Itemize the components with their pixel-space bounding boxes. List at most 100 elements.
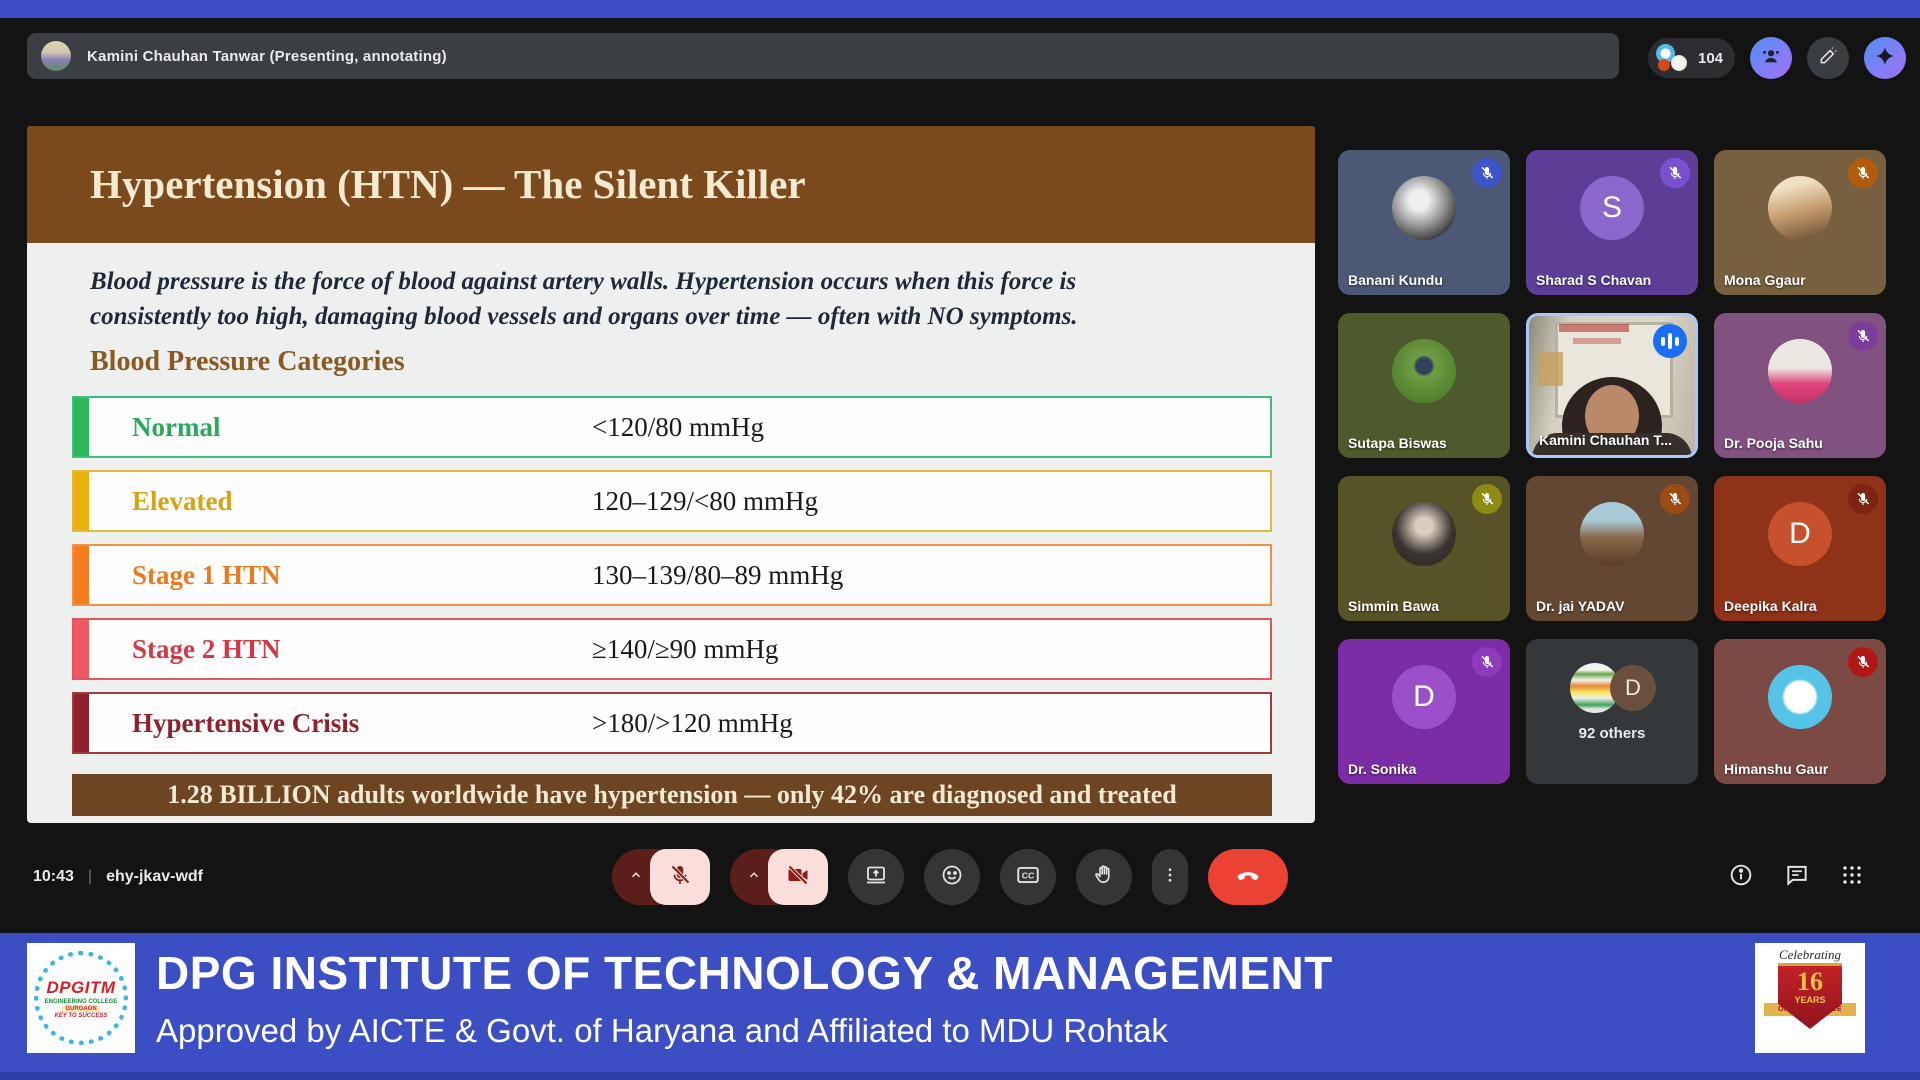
- participant-name: Banani Kundu: [1348, 272, 1443, 288]
- row-accent-bar: [74, 620, 89, 678]
- reactions-people-button[interactable]: [1750, 37, 1793, 79]
- participant-name: Simmin Bawa: [1348, 598, 1440, 614]
- category-label: Stage 1 HTN: [132, 560, 281, 590]
- mic-off-badge: [1660, 484, 1690, 514]
- row-accent-bar: [74, 694, 89, 752]
- captions-icon: CC: [1015, 862, 1041, 893]
- slide-footer-stat: 1.28 BILLION adults worldwide have hyper…: [72, 774, 1272, 816]
- gemini-star-icon: [1874, 45, 1896, 72]
- call-controls: CC: [612, 849, 1288, 905]
- institute-banner: DPGITM ENGINEERING COLLEGE GURGAON KEY T…: [0, 933, 1920, 1080]
- participant-count-pill[interactable]: 104: [1648, 38, 1736, 78]
- others-count-label: 92 others: [1578, 725, 1646, 742]
- slide-title-bar: Hypertension (HTN) — The Silent Killer: [27, 126, 1315, 243]
- participant-tile-dr-pooja-sahu[interactable]: Dr. Pooja Sahu: [1714, 313, 1886, 458]
- mic-off-badge: [1848, 484, 1878, 514]
- apps-grid-button[interactable]: [1840, 863, 1864, 892]
- mic-off-badge: [1660, 158, 1690, 188]
- meeting-details-button[interactable]: [1728, 862, 1754, 893]
- svg-text:CC: CC: [1022, 870, 1035, 880]
- category-value: ≥140/≥90 mmHg: [592, 634, 779, 664]
- top-right-controls: 104: [1648, 37, 1907, 79]
- mic-off-icon: [668, 863, 692, 892]
- participant-tile-deepika-kalra[interactable]: D Deepika Kalra: [1714, 476, 1886, 621]
- camera-off-icon: [786, 863, 810, 892]
- institute-logo: DPGITM ENGINEERING COLLEGE GURGAON KEY T…: [27, 943, 135, 1053]
- bp-category-row: Stage 2 HTN ≥140/≥90 mmHg: [72, 618, 1272, 680]
- clock-time: 10:43: [33, 868, 74, 885]
- participant-tile-banani-kundu[interactable]: Banani Kundu: [1338, 150, 1510, 295]
- mic-off-badge: [1848, 321, 1878, 351]
- category-value: <120/80 mmHg: [592, 412, 764, 442]
- bp-category-row: Stage 1 HTN 130–139/80–89 mmHg: [72, 544, 1272, 606]
- group-avatar-initial: D: [1610, 665, 1656, 711]
- mic-control-group: [612, 849, 710, 905]
- more-options-icon: [1161, 866, 1179, 889]
- mic-off-badge: [1472, 647, 1502, 677]
- annotate-button[interactable]: [1807, 37, 1850, 79]
- avatar: [1392, 176, 1456, 240]
- category-value: 120–129/<80 mmHg: [592, 486, 818, 516]
- participant-name: Sharad S Chavan: [1536, 272, 1652, 288]
- mic-mute-button[interactable]: [650, 849, 710, 905]
- group-avatars: D: [1570, 663, 1656, 713]
- presenter-banner: Kamini Chauhan Tanwar (Presenting, annot…: [27, 33, 1619, 79]
- gemini-button[interactable]: [1864, 37, 1907, 79]
- category-label: Normal: [132, 412, 221, 442]
- participant-tile-sharad-s-chavan[interactable]: S Sharad S Chavan: [1526, 150, 1698, 295]
- avatar-initial: D: [1392, 665, 1456, 729]
- meeting-panels: [1728, 849, 1864, 905]
- whiteboard-poster: [1537, 352, 1563, 386]
- audio-active-badge: [1653, 324, 1687, 358]
- participant-tile-sutapa-biswas[interactable]: Sutapa Biswas: [1338, 313, 1510, 458]
- avatar-logo: [1768, 665, 1832, 729]
- avatar: [1392, 502, 1456, 566]
- category-value: >180/>120 mmHg: [592, 708, 793, 738]
- meeting-code: ehy-jkav-wdf: [106, 868, 203, 885]
- category-label: Elevated: [132, 486, 233, 516]
- dpgitm-logo-circle: DPGITM ENGINEERING COLLEGE GURGAON KEY T…: [34, 951, 128, 1045]
- participant-name: Dr. Pooja Sahu: [1724, 435, 1823, 451]
- participant-tile-simmin-bawa[interactable]: Simmin Bawa: [1338, 476, 1510, 621]
- end-call-button[interactable]: [1208, 849, 1288, 905]
- participant-name: Dr. Sonika: [1348, 761, 1417, 777]
- end-call-icon: [1235, 862, 1261, 893]
- institute-name: DPG INSTITUTE OF TECHNOLOGY & MANAGEMENT: [156, 947, 1333, 999]
- present-screen-button[interactable]: [848, 849, 904, 905]
- participant-name: Himanshu Gaur: [1724, 761, 1829, 777]
- slide-title: Hypertension (HTN) — The Silent Killer: [90, 161, 806, 207]
- captions-button[interactable]: CC: [1000, 849, 1056, 905]
- speaker-video-shoulders: [1532, 433, 1692, 455]
- participant-avatars-stack: [1656, 44, 1690, 72]
- camera-off-button[interactable]: [768, 849, 828, 905]
- bp-category-row: Hypertensive Crisis >180/>120 mmHg: [72, 692, 1272, 754]
- participant-count: 104: [1698, 49, 1724, 67]
- avatar: [1768, 339, 1832, 403]
- participant-tile-himanshu-gaur[interactable]: Himanshu Gaur: [1714, 639, 1886, 784]
- presented-slide: Hypertension (HTN) — The Silent Killer B…: [27, 126, 1315, 823]
- whiteboard-writing: [1559, 324, 1629, 332]
- whiteboard-writing: [1573, 338, 1621, 344]
- raise-hand-button[interactable]: [1076, 849, 1132, 905]
- participant-tile-kamini-chauhan-speaking[interactable]: Kamini Chauhan T...: [1526, 313, 1698, 458]
- reactions-button[interactable]: [924, 849, 980, 905]
- divider: |: [87, 868, 93, 885]
- top-blue-strip: [0, 0, 1920, 18]
- mic-off-badge: [1472, 484, 1502, 514]
- row-accent-bar: [74, 398, 89, 456]
- slide-intro-text: Blood pressure is the force of blood aga…: [90, 268, 1078, 330]
- participant-tile-dr-jai-yadav[interactable]: Dr. jai YADAV: [1526, 476, 1698, 621]
- participant-name: Kamini Chauhan T...: [1539, 432, 1673, 448]
- chat-button[interactable]: [1784, 862, 1810, 893]
- pencil-icon: [1818, 46, 1838, 71]
- slide-section-heading: Blood Pressure Categories: [90, 346, 405, 377]
- emblem-shield: 16 YEARS: [1778, 963, 1842, 1029]
- bp-category-row: Normal <120/80 mmHg: [72, 396, 1272, 458]
- smiley-icon: [940, 863, 964, 892]
- bottom-blue-edge: [0, 1072, 1920, 1080]
- more-options-button[interactable]: [1152, 849, 1188, 905]
- participant-tile-mona-ggaur[interactable]: Mona Ggaur: [1714, 150, 1886, 295]
- participant-tile-dr-sonika[interactable]: D Dr. Sonika: [1338, 639, 1510, 784]
- participant-tile-others[interactable]: D 92 others: [1526, 639, 1698, 784]
